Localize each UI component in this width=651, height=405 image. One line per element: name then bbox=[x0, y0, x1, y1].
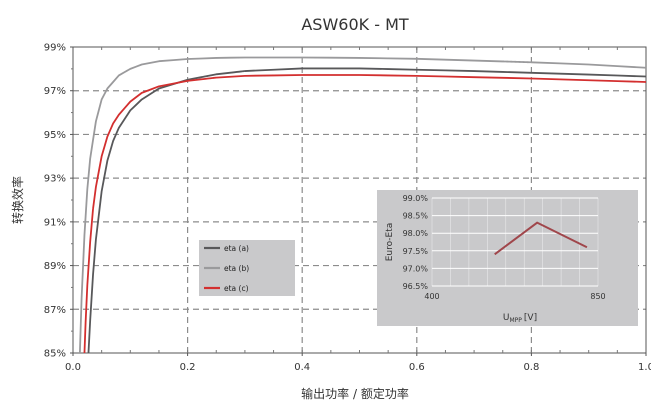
inset-x-axis-label-subscript: MPP bbox=[509, 317, 522, 324]
main-y-ticks: 85% 87% 89% 91% 93% 95% 97% 99% bbox=[44, 43, 73, 360]
inset-x-tick-label: 850 bbox=[590, 292, 605, 301]
inset-background bbox=[377, 190, 638, 326]
main-x-tick-label: 0.6 bbox=[409, 362, 425, 373]
main-y-tick-label: 85% bbox=[44, 349, 66, 360]
inset-y-tick-label: 98.5% bbox=[403, 212, 429, 221]
inset-chart: 96.5% 97.0% 97.5% 98.0% 98.5% 99.0% 400 850 Eu… bbox=[377, 190, 638, 326]
inset-y-tick-label: 99.0% bbox=[403, 194, 429, 203]
inset-y-tick-label: 97.0% bbox=[403, 264, 429, 273]
series-line-etac bbox=[83, 74, 647, 354]
series-line-etab bbox=[78, 56, 647, 354]
main-y-tick-label: 99% bbox=[44, 43, 66, 54]
inset-x-axis-label-unit: [V] bbox=[524, 313, 537, 323]
inset-y-tick-label: 98.0% bbox=[403, 229, 429, 238]
main-x-tick-label: 0.0 bbox=[65, 362, 81, 373]
main-x-ticks: 0.0 0.2 0.4 0.6 0.8 1.0 bbox=[65, 47, 651, 373]
legend-label: eta (b) bbox=[224, 264, 249, 273]
legend-label: eta (a) bbox=[224, 244, 249, 253]
main-x-tick-label: 0.2 bbox=[180, 362, 196, 373]
main-y-tick-label: 95% bbox=[44, 130, 66, 141]
x-axis-label: 输出功率 / 额定功率 bbox=[301, 386, 409, 401]
inset-x-ticks: 400 850 bbox=[424, 292, 605, 301]
main-y-tick-label: 87% bbox=[44, 305, 66, 316]
y-axis-label: 转换效率 bbox=[10, 176, 25, 224]
legend-label: eta (c) bbox=[224, 284, 249, 293]
inset-x-axis-label-main: U bbox=[503, 313, 510, 323]
main-y-tick-label: 89% bbox=[44, 261, 66, 272]
inset-y-tick-label: 97.5% bbox=[403, 247, 429, 256]
main-x-tick-label: 0.4 bbox=[294, 362, 310, 373]
inset-series-group bbox=[494, 221, 588, 256]
main-x-tick-label: 0.8 bbox=[523, 362, 539, 373]
main-y-tick-label: 91% bbox=[44, 217, 66, 228]
inset-x-tick-label: 400 bbox=[424, 292, 439, 301]
inset-y-tick-label: 96.5% bbox=[403, 282, 429, 291]
inset-x-axis-label: UMPP [V] bbox=[503, 313, 537, 324]
inset-plot-frame bbox=[432, 198, 598, 286]
inset-y-ticks: 96.5% 97.0% 97.5% 98.0% 98.5% 99.0% bbox=[403, 194, 429, 291]
inset-gridlines bbox=[431, 197, 599, 287]
main-y-tick-label: 93% bbox=[44, 174, 66, 185]
main-x-tick-label: 1.0 bbox=[638, 362, 651, 373]
main-y-tick-label: 97% bbox=[44, 86, 66, 97]
inset-series-line bbox=[494, 221, 588, 256]
chart-title: ASW60K - MT bbox=[301, 15, 409, 34]
inset-y-axis-label: Euro-Eta bbox=[385, 223, 395, 262]
legend: eta (a) eta (b) eta (c) bbox=[199, 240, 295, 296]
series-line-etaa bbox=[87, 67, 647, 354]
main-series-group bbox=[78, 56, 647, 354]
